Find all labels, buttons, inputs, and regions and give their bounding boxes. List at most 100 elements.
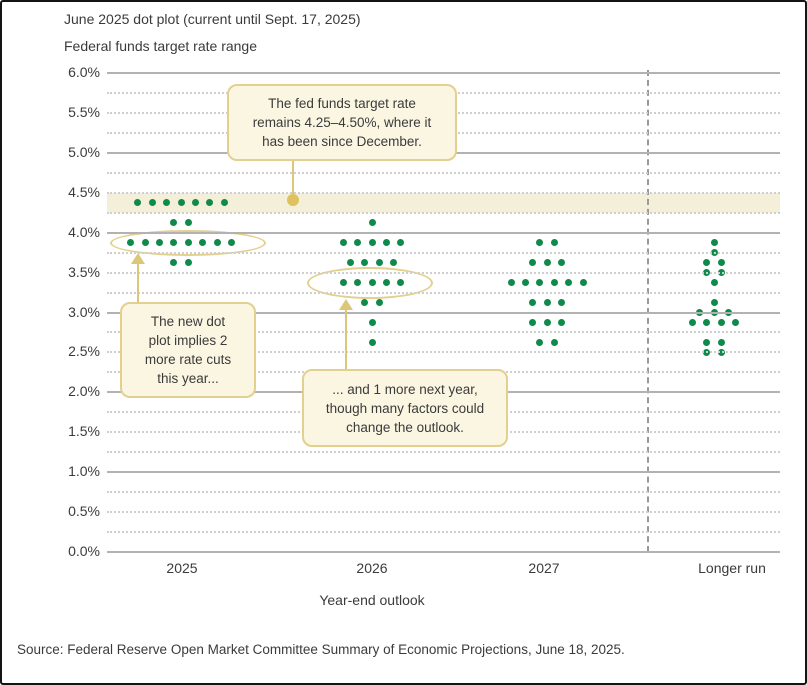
gridline-0.25	[107, 531, 780, 534]
gridline-6.00	[107, 72, 780, 74]
projection-dot	[710, 239, 718, 247]
gridline-0.00	[107, 551, 780, 553]
projection-dot	[354, 279, 362, 287]
gridline-4.25	[107, 211, 780, 214]
projection-dot	[688, 318, 696, 326]
y-tick-label: 0.0%	[68, 543, 100, 559]
projection-dot	[361, 299, 369, 307]
projection-dot	[703, 259, 711, 267]
projection-dot	[550, 338, 558, 346]
x-tick-label: 2027	[528, 560, 560, 576]
y-tick-label: 1.0%	[68, 463, 100, 480]
projection-dot	[557, 318, 565, 326]
y-tick-label: 6.0%	[68, 64, 100, 80]
projection-dot	[579, 279, 587, 287]
gridline-1.25	[107, 451, 780, 454]
projection-dot	[717, 259, 725, 267]
projection-dot	[521, 279, 529, 287]
projection-dot	[557, 259, 565, 267]
y-tick-label: 3.5%	[68, 263, 100, 280]
projection-dot	[191, 199, 199, 207]
projection-dot	[368, 279, 376, 287]
callout-line: has been since December.	[262, 134, 422, 149]
projection-dot	[536, 239, 544, 247]
gridline-0.50	[107, 511, 780, 514]
gridline-4.75	[107, 171, 780, 174]
projection-dot	[397, 279, 405, 287]
callout-line: though many factors could	[325, 400, 485, 416]
cuts-callout-arrow-head-icon	[131, 253, 145, 264]
projection-dot	[543, 299, 551, 307]
projection-dot	[134, 199, 142, 207]
projection-dot	[375, 259, 383, 267]
gridline-0.75	[107, 491, 780, 494]
projection-dot	[565, 279, 573, 287]
callout-current-target-rate: The fed funds target rate remains 4.25–4…	[227, 84, 457, 161]
cuts-callout-arrow-line	[137, 263, 139, 303]
callout-line: this year...	[157, 371, 219, 386]
projection-dot	[220, 199, 228, 207]
projection-dot	[550, 279, 558, 287]
projection-dot	[213, 239, 221, 247]
gridline-1.00	[107, 471, 780, 474]
projection-dot	[382, 239, 390, 247]
band-callout-leader-line	[292, 159, 294, 196]
callout-line: The new dot	[150, 314, 226, 329]
next-year-callout-arrow-line	[345, 309, 347, 370]
projection-dot	[368, 239, 376, 247]
projection-dot	[717, 318, 725, 326]
projection-dot	[206, 199, 214, 207]
projection-dot	[550, 239, 558, 247]
callout-line: remains 4.25–4.50%, where it	[252, 115, 432, 130]
callout-line: change the outlook.	[346, 419, 464, 435]
projection-dot	[354, 239, 362, 247]
projection-dot	[155, 239, 163, 247]
median-highlight-ellipse	[307, 266, 433, 299]
gridline-3.25	[107, 291, 780, 294]
projection-dot	[368, 219, 376, 227]
projection-dot	[529, 299, 537, 307]
projection-dot	[346, 259, 354, 267]
projection-dot	[339, 239, 347, 247]
gridline-4.00	[107, 231, 780, 234]
projection-dot	[177, 199, 185, 207]
median-highlight-ellipse	[110, 229, 266, 256]
y-tick-label: 4.0%	[68, 223, 100, 240]
projection-dot	[127, 239, 135, 247]
projection-dot	[717, 338, 725, 346]
projection-dot	[390, 259, 398, 267]
projection-dot	[703, 338, 711, 346]
projection-dot	[184, 219, 192, 227]
x-tick-label: 2025	[166, 560, 198, 576]
y-tick-label: 2.0%	[68, 383, 100, 400]
projection-dot	[184, 259, 192, 267]
y-tick-label: 0.5%	[68, 503, 100, 520]
x-tick-label: 2026	[356, 560, 388, 576]
projection-dot	[536, 279, 544, 287]
gridline-4.50	[107, 191, 780, 194]
projection-dot	[199, 239, 207, 247]
callout-line: more rate cuts	[144, 352, 232, 367]
projection-dot	[382, 279, 390, 287]
projection-dot	[529, 318, 537, 326]
projection-dot	[536, 338, 544, 346]
x-tick-label: Longer run	[698, 560, 766, 576]
projection-dot	[170, 259, 178, 267]
y-tick-label: 5.0%	[68, 143, 100, 160]
longer-run-separator	[647, 70, 649, 552]
projection-dot	[170, 239, 178, 247]
y-tick-label: 5.5%	[68, 103, 100, 120]
current-rate-band	[107, 192, 780, 213]
band-callout-leader-dot	[287, 194, 299, 206]
source-note: Source: Federal Reserve Open Market Comm…	[17, 642, 625, 657]
callout-line: The fed funds target rate	[268, 96, 416, 111]
gridline-3.00	[107, 311, 780, 314]
y-tick-label: 3.0%	[68, 303, 100, 320]
projection-dot	[141, 239, 149, 247]
projection-dot	[375, 299, 383, 307]
projection-dot	[184, 239, 192, 247]
callout-line: ... and 1 more next year,	[332, 381, 478, 397]
projection-dot	[339, 279, 347, 287]
projection-dot	[543, 318, 551, 326]
